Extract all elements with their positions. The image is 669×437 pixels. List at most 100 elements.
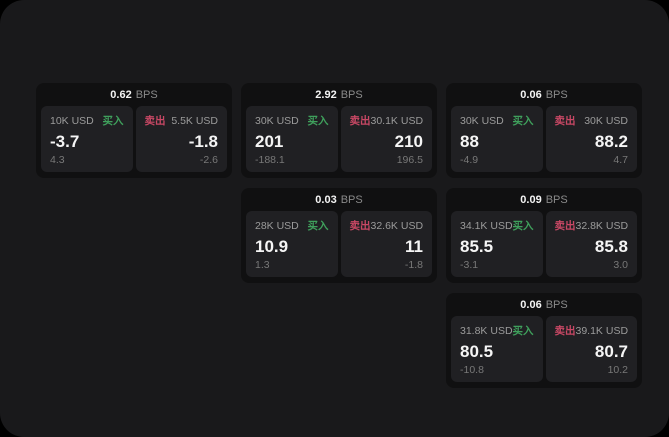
buy-panel-top: 28K USD 买入 xyxy=(255,218,329,233)
sell-quote-panel[interactable]: 卖出 5.5K USD -1.8 -2.6 xyxy=(135,106,227,172)
buy-quote-price: 201 xyxy=(255,131,284,151)
sell-quote-panel[interactable]: 卖出 30.1K USD 210 196.5 xyxy=(340,106,432,172)
buy-quote-panel[interactable]: 30K USD 买入 88 -4.9 xyxy=(451,106,543,172)
sell-quote-change: -2.6 xyxy=(199,154,218,166)
buy-quote-panel[interactable]: 28K USD 买入 10.9 1.3 xyxy=(246,211,338,277)
quote-panels: 34.1K USD 买入 85.5 -3.1 卖出 32.8K USD 85.8… xyxy=(446,211,642,283)
sell-side-tag: 卖出 xyxy=(554,325,576,337)
buy-side-tag: 买入 xyxy=(307,115,329,127)
buy-quote-change: 1.3 xyxy=(255,259,270,271)
buy-quote-price: 85.5 xyxy=(460,236,494,256)
buy-quote-change: -10.8 xyxy=(460,364,484,376)
sell-quote-change: 4.7 xyxy=(613,154,628,166)
sell-notional-label: 32.8K USD xyxy=(575,219,629,232)
buy-notional-label: 34.1K USD xyxy=(460,219,513,232)
buy-notional-label: 28K USD xyxy=(255,219,299,232)
sell-side-tag: 卖出 xyxy=(349,115,371,127)
sell-quote-change: -1.8 xyxy=(404,259,423,271)
bps-header: 0.09 BPS xyxy=(446,188,642,211)
bps-value: 0.03 xyxy=(315,193,337,206)
sell-panel-top: 卖出 39.1K USD xyxy=(555,323,629,338)
bps-header: 0.06 BPS xyxy=(446,83,642,106)
bps-unit-label: BPS xyxy=(545,298,568,311)
sell-quote-panel[interactable]: 卖出 32.6K USD 11 -1.8 xyxy=(340,211,432,277)
bps-unit-label: BPS xyxy=(545,193,568,206)
buy-quote-price: -3.7 xyxy=(50,131,80,151)
buy-side-tag: 买入 xyxy=(512,220,534,232)
buy-quote-price: 80.5 xyxy=(460,341,494,361)
bps-unit-label: BPS xyxy=(545,88,568,101)
buy-quote-change: -188.1 xyxy=(255,154,285,166)
quote-panels: 28K USD 买入 10.9 1.3 卖出 32.6K USD 11 -1.8 xyxy=(241,211,437,283)
quote-panels: 30K USD 买入 88 -4.9 卖出 30K USD 88.2 4.7 xyxy=(446,106,642,178)
buy-quote-price: 88 xyxy=(460,131,479,151)
sell-side-tag: 卖出 xyxy=(144,115,166,127)
buy-notional-label: 10K USD xyxy=(50,114,94,127)
bps-unit-label: BPS xyxy=(135,88,158,101)
bps-value: 0.62 xyxy=(110,88,132,101)
buy-panel-top: 10K USD 买入 xyxy=(50,113,124,128)
buy-panel-top: 30K USD 买入 xyxy=(255,113,329,128)
buy-side-tag: 买入 xyxy=(307,220,329,232)
sell-quote-panel[interactable]: 卖出 39.1K USD 80.7 10.2 xyxy=(545,316,637,382)
buy-side-tag: 买入 xyxy=(512,325,534,337)
buy-quote-change: -4.9 xyxy=(460,154,479,166)
quote-card: 0.09 BPS 34.1K USD 买入 85.5 -3.1 卖出 32.8K… xyxy=(446,188,642,283)
quote-panels: 31.8K USD 买入 80.5 -10.8 卖出 39.1K USD 80.… xyxy=(446,316,642,388)
sell-quote-change: 10.2 xyxy=(607,364,628,376)
sell-notional-label: 30.1K USD xyxy=(370,114,424,127)
buy-panel-top: 34.1K USD 买入 xyxy=(460,218,534,233)
quote-card: 0.06 BPS 30K USD 买入 88 -4.9 卖出 30K USD 8… xyxy=(446,83,642,178)
sell-notional-label: 30K USD xyxy=(584,114,628,127)
buy-quote-price: 10.9 xyxy=(255,236,289,256)
quote-card: 0.62 BPS 10K USD 买入 -3.7 4.3 卖出 5.5K USD… xyxy=(36,83,232,178)
sell-side-tag: 卖出 xyxy=(554,115,576,127)
sell-side-tag: 卖出 xyxy=(349,220,371,232)
sell-quote-price: 88.2 xyxy=(594,131,628,151)
buy-quote-change: -3.1 xyxy=(460,259,479,271)
buy-side-tag: 买入 xyxy=(512,115,534,127)
quote-panels: 30K USD 买入 201 -188.1 卖出 30.1K USD 210 1… xyxy=(241,106,437,178)
sell-quote-price: -1.8 xyxy=(188,131,218,151)
bps-header: 0.03 BPS xyxy=(241,188,437,211)
sell-quote-change: 196.5 xyxy=(396,154,423,166)
buy-quote-panel[interactable]: 30K USD 买入 201 -188.1 xyxy=(246,106,338,172)
sell-quote-price: 210 xyxy=(394,131,423,151)
sell-notional-label: 5.5K USD xyxy=(171,114,218,127)
buy-quote-panel[interactable]: 34.1K USD 买入 85.5 -3.1 xyxy=(451,211,543,277)
quote-card: 2.92 BPS 30K USD 买入 201 -188.1 卖出 30.1K … xyxy=(241,83,437,178)
sell-panel-top: 卖出 32.8K USD xyxy=(555,218,629,233)
quote-card: 0.03 BPS 28K USD 买入 10.9 1.3 卖出 32.6K US… xyxy=(241,188,437,283)
buy-quote-change: 4.3 xyxy=(50,154,65,166)
bps-unit-label: BPS xyxy=(340,193,363,206)
quote-panels: 10K USD 买入 -3.7 4.3 卖出 5.5K USD -1.8 -2.… xyxy=(36,106,232,178)
buy-panel-top: 30K USD 买入 xyxy=(460,113,534,128)
bps-unit-label: BPS xyxy=(340,88,363,101)
sell-notional-label: 32.6K USD xyxy=(370,219,424,232)
sell-quote-panel[interactable]: 卖出 30K USD 88.2 4.7 xyxy=(545,106,637,172)
buy-notional-label: 30K USD xyxy=(255,114,299,127)
bps-header: 2.92 BPS xyxy=(241,83,437,106)
buy-panel-top: 31.8K USD 买入 xyxy=(460,323,534,338)
sell-quote-panel[interactable]: 卖出 32.8K USD 85.8 3.0 xyxy=(545,211,637,277)
sell-panel-top: 卖出 30K USD xyxy=(555,113,629,128)
sell-side-tag: 卖出 xyxy=(554,220,576,232)
cards-grid: 0.62 BPS 10K USD 买入 -3.7 4.3 卖出 5.5K USD… xyxy=(36,83,642,388)
buy-notional-label: 31.8K USD xyxy=(460,324,513,337)
quote-card: 0.06 BPS 31.8K USD 买入 80.5 -10.8 卖出 39.1… xyxy=(446,293,642,388)
buy-quote-panel[interactable]: 31.8K USD 买入 80.5 -10.8 xyxy=(451,316,543,382)
sell-notional-label: 39.1K USD xyxy=(575,324,629,337)
buy-quote-panel[interactable]: 10K USD 买入 -3.7 4.3 xyxy=(41,106,133,172)
bps-value: 0.06 xyxy=(520,298,542,311)
bps-value: 0.09 xyxy=(520,193,542,206)
sell-quote-price: 85.8 xyxy=(594,236,628,256)
bps-header: 0.06 BPS xyxy=(446,293,642,316)
buy-side-tag: 买入 xyxy=(102,115,124,127)
sell-panel-top: 卖出 32.6K USD xyxy=(350,218,424,233)
buy-notional-label: 30K USD xyxy=(460,114,504,127)
bps-value: 0.06 xyxy=(520,88,542,101)
sell-panel-top: 卖出 5.5K USD xyxy=(145,113,219,128)
sell-panel-top: 卖出 30.1K USD xyxy=(350,113,424,128)
bps-value: 2.92 xyxy=(315,88,337,101)
